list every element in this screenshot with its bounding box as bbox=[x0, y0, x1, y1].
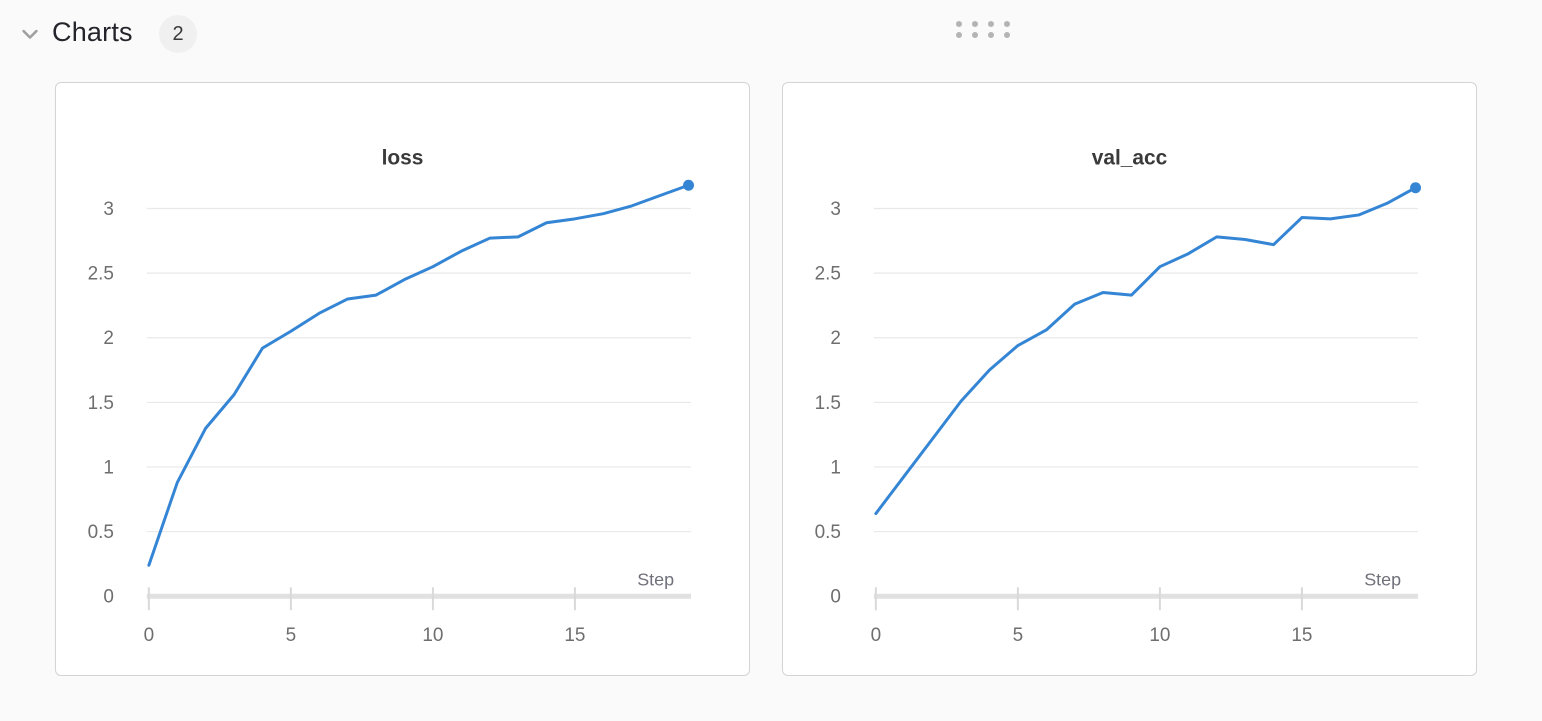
endpoint-dot bbox=[683, 179, 695, 191]
chart-card-val-acc: 0 0.5 1 1.5 2 2.5 3 0 5 10 15 Step val_acc bbox=[782, 82, 1477, 676]
y-tick-label: 1 bbox=[103, 457, 114, 478]
series-line-val_acc bbox=[874, 186, 1418, 516]
y-tick-label: 1.5 bbox=[88, 393, 114, 414]
x-tick-label: 15 bbox=[1291, 625, 1312, 646]
y-tick-label: 0.5 bbox=[815, 522, 841, 543]
drag-handle-icon[interactable] bbox=[954, 19, 1012, 40]
x-tick-label: 5 bbox=[286, 625, 297, 646]
chart-title: val_acc bbox=[1092, 147, 1168, 170]
y-tick-label: 0 bbox=[103, 587, 114, 608]
chart-canvas-val-acc[interactable]: 0 0.5 1 1.5 2 2.5 3 0 5 10 15 Step val_acc bbox=[783, 83, 1476, 675]
endpoint-dot bbox=[1410, 182, 1422, 194]
y-tick-label: 1.5 bbox=[815, 393, 841, 414]
section-title: Charts bbox=[52, 17, 133, 47]
y-tick-label: 3 bbox=[830, 199, 841, 220]
y-tick-label: 3 bbox=[103, 199, 114, 220]
collapse-section-button[interactable] bbox=[14, 21, 46, 49]
y-tick-label: 1 bbox=[830, 457, 841, 478]
y-tick-label: 2 bbox=[103, 328, 114, 349]
x-tick-label: 15 bbox=[564, 625, 585, 646]
x-axis-title: Step bbox=[1364, 569, 1401, 589]
x-tick-label: 0 bbox=[871, 625, 882, 646]
x-axis-title: Step bbox=[637, 569, 674, 589]
y-tick-label: 2 bbox=[830, 328, 841, 349]
chevron-down-icon bbox=[16, 20, 44, 51]
section-header: Charts 2 bbox=[0, 0, 1542, 70]
y-tick-label: 2.5 bbox=[815, 264, 841, 285]
y-tick-label: 2.5 bbox=[88, 264, 114, 285]
panel-count-badge: 2 bbox=[159, 15, 197, 53]
series-line-loss bbox=[147, 183, 691, 567]
chart-title: loss bbox=[382, 147, 424, 170]
chart-canvas-loss[interactable]: 0 0.5 1 1.5 2 2.5 3 0 5 10 15 Step loss bbox=[56, 83, 749, 675]
x-tick-label: 10 bbox=[1149, 625, 1170, 646]
x-tick-label: 10 bbox=[422, 625, 443, 646]
y-tick-label: 0.5 bbox=[88, 522, 114, 543]
y-tick-label: 0 bbox=[830, 587, 841, 608]
x-tick-label: 5 bbox=[1013, 625, 1024, 646]
chart-card-loss: 0 0.5 1 1.5 2 2.5 3 0 5 10 15 Step loss bbox=[55, 82, 750, 676]
x-tick-label: 0 bbox=[144, 625, 155, 646]
